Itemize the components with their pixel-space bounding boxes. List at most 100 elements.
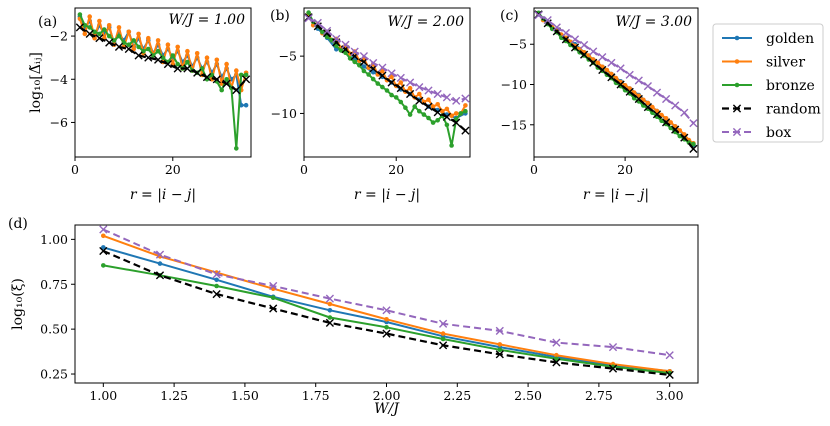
data-point-silver <box>214 57 220 63</box>
data-point-bronze <box>375 81 381 86</box>
data-point-silver <box>327 301 333 307</box>
data-point-box <box>212 270 221 279</box>
data-point-random <box>589 58 598 67</box>
data-point-silver <box>185 48 190 54</box>
data-point-random <box>75 23 84 32</box>
panel-label: (c) <box>500 8 519 24</box>
data-point-bronze <box>155 48 161 54</box>
data-point-silver <box>440 331 446 336</box>
data-point-box <box>643 82 652 91</box>
data-point-bronze <box>170 53 176 58</box>
data-point-bronze <box>224 77 229 82</box>
data-point-bronze <box>389 92 394 98</box>
data-point-random <box>85 29 94 38</box>
data-point-box <box>382 306 391 315</box>
x-tick-label: 0 <box>71 162 79 177</box>
data-point-random <box>561 35 570 44</box>
x-tick-label: 20 <box>617 162 633 177</box>
data-point-golden <box>370 69 376 75</box>
panel-c: 0 20 −5 −10 −15 r = |i − j| W/J = 3.00 (c) <box>500 7 699 203</box>
panel-label: (d) <box>8 216 28 232</box>
data-point-box <box>689 119 698 128</box>
data-point-bronze <box>126 42 132 47</box>
data-point-silver <box>440 108 445 114</box>
data-point-bronze <box>327 315 333 320</box>
data-point-random <box>616 80 625 89</box>
y-tick-label: −15 <box>501 117 527 132</box>
x-tick-label: 2.25 <box>443 388 471 403</box>
data-point-random <box>424 102 433 111</box>
data-point-box <box>313 18 322 27</box>
data-point-random <box>95 34 104 43</box>
data-point-bronze <box>243 72 249 78</box>
data-point-bronze <box>352 59 358 65</box>
legend-label-random: random <box>766 102 821 118</box>
data-point-silver <box>224 61 229 67</box>
data-point-box <box>269 281 278 291</box>
x-tick-label: 1.75 <box>302 388 330 403</box>
data-point-box <box>608 343 618 352</box>
x-tick-label: 0 <box>530 162 538 177</box>
data-point-silver <box>389 74 394 80</box>
data-point-random <box>202 73 212 82</box>
y-tick-label: −10 <box>271 106 297 121</box>
series-random <box>99 246 674 379</box>
data-point-box <box>534 11 543 20</box>
data-point-random <box>652 110 662 119</box>
data-point-silver <box>131 46 136 52</box>
y-tick-label: 0.50 <box>40 322 68 337</box>
data-point-bronze <box>214 283 219 289</box>
legend-frame <box>712 23 824 143</box>
data-point-bronze <box>463 108 468 114</box>
data-point-random <box>378 71 387 80</box>
data-point-random <box>415 96 424 105</box>
data-point-random <box>193 68 202 77</box>
data-point-silver <box>165 42 171 47</box>
data-point-random <box>155 271 165 280</box>
data-point-silver <box>398 80 404 85</box>
data-point-random <box>114 42 124 51</box>
data-point-box <box>665 351 674 360</box>
series-line-golden <box>307 15 466 119</box>
data-point-random <box>183 64 192 73</box>
data-point-bronze <box>398 99 404 105</box>
series-random <box>534 10 698 153</box>
data-point-random <box>689 144 698 153</box>
data-point-silver <box>204 55 210 60</box>
data-point-box <box>323 26 332 35</box>
data-point-box <box>461 94 470 103</box>
data-point-box <box>359 52 368 61</box>
data-point-bronze <box>361 68 367 74</box>
data-point-silver <box>146 35 151 41</box>
data-point-random <box>232 86 241 95</box>
y-axis-label: log₁₀(ξ) <box>10 278 26 330</box>
data-point-silver <box>175 44 180 50</box>
data-point-bronze <box>421 112 427 117</box>
data-point-bronze <box>77 12 83 17</box>
panel-title: W/J = 1.00 <box>168 12 245 28</box>
data-point-random <box>580 50 589 59</box>
data-point-box <box>99 225 108 234</box>
data-point-bronze <box>440 336 446 342</box>
data-point-random <box>222 79 231 88</box>
series-random <box>75 23 251 95</box>
data-point-bronze <box>175 61 180 67</box>
panel-title: W/J = 2.00 <box>387 14 464 30</box>
data-point-random <box>212 75 221 84</box>
series-box <box>99 225 674 360</box>
data-point-box <box>625 70 634 79</box>
data-point-bronze <box>435 118 441 123</box>
data-point-random <box>154 55 163 64</box>
data-point-silver <box>463 103 468 108</box>
data-point-bronze <box>102 27 107 32</box>
data-point-random <box>269 304 278 313</box>
legend-marker-golden <box>734 35 740 41</box>
data-point-bronze <box>412 104 418 109</box>
data-point-silver <box>194 51 200 56</box>
data-point-silver <box>234 68 239 73</box>
data-point-random <box>570 43 580 52</box>
x-tick-label: 2.75 <box>585 388 613 403</box>
data-point-bronze <box>131 38 136 43</box>
data-point-golden <box>157 261 163 266</box>
data-point-box <box>616 64 625 73</box>
